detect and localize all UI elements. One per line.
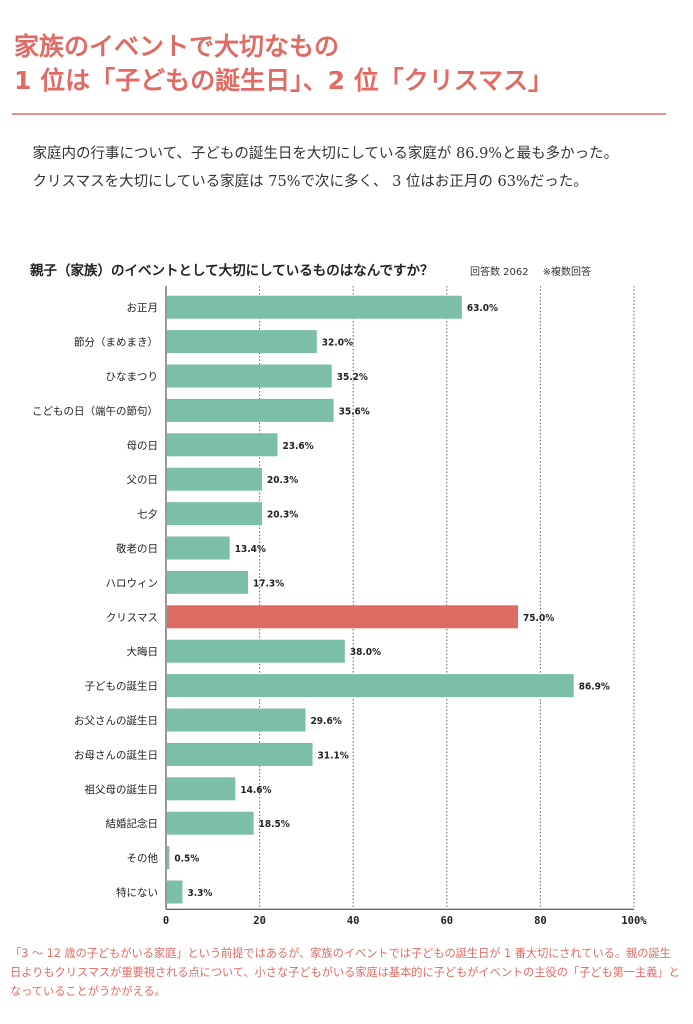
x-tick-label: 20 — [253, 915, 266, 927]
value-label: 23.6% — [282, 441, 313, 452]
value-label: 32.0% — [322, 338, 353, 349]
value-label: 17.3% — [253, 578, 284, 589]
x-tick-label: 100% — [621, 915, 647, 927]
category-label: こどもの日（端午の節句） — [32, 404, 158, 417]
x-tick-label: 40 — [347, 915, 360, 927]
category-label: 子どもの誕生日 — [85, 680, 159, 693]
headline-line-2: 1 位は「子どもの誕生日」、2 位「クリスマス」 — [14, 66, 553, 95]
multiple-answer-note: ※複数回答 — [542, 267, 592, 278]
x-tick-label: 0 — [163, 915, 169, 927]
category-label: 七夕 — [137, 509, 158, 521]
x-tick-label: 80 — [534, 915, 547, 927]
category-label: お正月 — [127, 302, 159, 314]
bar — [167, 708, 306, 732]
value-label: 29.6% — [311, 716, 342, 727]
bar — [167, 674, 574, 698]
value-label: 63.0% — [467, 303, 498, 314]
lead-text: 家庭内の行事について、子どもの誕生日を大切にしている家庭が 86.9%と最も多か… — [18, 140, 668, 196]
value-label: 86.9% — [579, 682, 610, 693]
bar — [167, 364, 332, 388]
headline-line-1: 家族のイベントで大切なもの — [14, 32, 340, 61]
chart-title: 親子（家族）のイベントとして大切にしているものはなんですか？ — [30, 263, 434, 279]
value-label: 0.5% — [174, 854, 199, 865]
bar — [167, 777, 236, 801]
bar — [167, 330, 317, 354]
respondent-count: 回答数 2062 — [470, 267, 529, 278]
bar — [167, 536, 230, 560]
value-label: 13.4% — [235, 544, 266, 555]
value-label: 20.3% — [267, 475, 298, 486]
category-label: 敬老の日 — [116, 542, 158, 555]
category-label: お父さんの誕生日 — [74, 714, 158, 727]
bar — [167, 639, 345, 663]
value-label: 3.3% — [187, 888, 212, 899]
value-label: 75.0% — [523, 613, 554, 624]
category-label: 節分（まめまき） — [74, 336, 158, 349]
bar — [167, 433, 278, 457]
headline: 家族のイベントで大切なもの 1 位は「子どもの誕生日」、2 位「クリスマス」 — [14, 30, 674, 98]
category-label: 祖父母の誕生日 — [85, 783, 159, 796]
bar — [167, 570, 248, 594]
category-label: 母の日 — [127, 440, 159, 452]
value-label: 14.6% — [240, 785, 271, 796]
bar-chart: 0 20 40 60 80 100% お正月 63.0% 節分（まめまき） 32.0% ひなまつり 3… — [32, 286, 647, 927]
value-label: 35.2% — [337, 372, 368, 383]
value-label: 31.1% — [318, 750, 349, 761]
category-label: ひなまつり — [106, 371, 159, 383]
lead-paragraph-2: クリスマスを大切にしている家庭は 75%で次に多く、 3 位はお正月の 63%だ… — [32, 174, 588, 190]
category-label: 大晦日 — [127, 645, 159, 658]
lead-paragraph-1: 家庭内の行事について、子どもの誕生日を大切にしている家庭が 86.9%と最も多か… — [32, 146, 619, 162]
bar — [167, 811, 254, 835]
bar — [167, 467, 263, 491]
bar — [167, 502, 263, 526]
bar — [167, 295, 462, 319]
category-label: 特にない — [116, 887, 158, 899]
category-label: その他 — [127, 852, 159, 865]
bar — [167, 880, 183, 904]
value-label: 38.0% — [350, 647, 381, 658]
bar — [167, 742, 313, 766]
value-label: 20.3% — [267, 510, 298, 521]
bar — [167, 846, 170, 870]
category-label: お母さんの誕生日 — [74, 748, 158, 761]
bar — [167, 398, 334, 422]
category-label: クリスマス — [106, 612, 158, 624]
category-label: ハロウィン — [106, 577, 159, 589]
category-label: 父の日 — [127, 474, 159, 486]
bar — [167, 605, 518, 629]
category-label: 結婚記念日 — [106, 817, 159, 830]
value-label: 35.6% — [339, 406, 370, 417]
chart-note: 回答数 2062 ※複数回答 — [470, 263, 605, 278]
value-label: 18.5% — [259, 819, 290, 830]
footnote: 「3 ～ 12 歳の子どもがいる家庭」という前提ではあるが、家族のイベントでは子… — [10, 947, 680, 998]
x-tick-label: 60 — [440, 915, 453, 927]
headline-divider — [12, 113, 666, 115]
